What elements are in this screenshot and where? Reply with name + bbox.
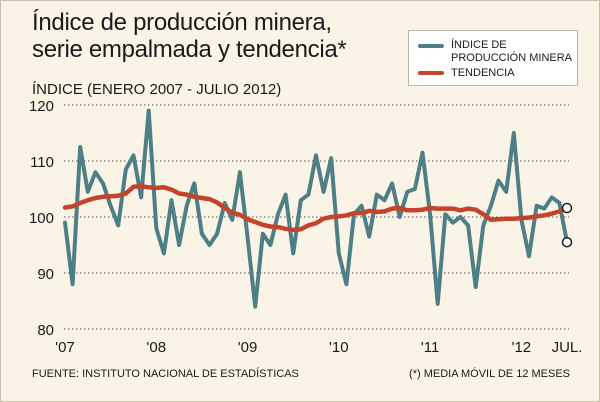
x-tick-label: '12 (512, 339, 532, 356)
x-tick-label: '10 (329, 339, 349, 356)
x-tick-label: '11 (421, 339, 439, 356)
series-trend-line (62, 183, 570, 233)
y-tick-label: 120 (29, 98, 54, 115)
index-end-marker (561, 236, 573, 248)
legend: ÍNDICE DE PRODUCCIÓN MINERA TENDENCIA (408, 30, 578, 86)
y-tick-label: 90 (37, 266, 54, 283)
legend-label-index-line2: PRODUCCIÓN MINERA (451, 52, 573, 64)
y-tick-label: 100 (29, 210, 54, 227)
footnote: (*) MEDIA MÓVIL DE 12 MESES (409, 368, 570, 380)
y-tick-label: 80 (37, 322, 54, 339)
source-note: FUENTE: INSTITUTO NACIONAL DE ESTADÍSTIC… (32, 368, 299, 380)
title-line-1: Índice de producción minera, (32, 9, 332, 36)
series-index-line (63, 108, 569, 309)
legend-label-trend: TENDENCIA (451, 67, 515, 79)
y-tick-label: 110 (30, 154, 54, 171)
x-tick-label: '07 (55, 339, 75, 356)
x-tick-label: '09 (238, 339, 258, 356)
title-line-2: serie empalmada y tendencia* (32, 36, 347, 63)
x-tick-label: JUL. (552, 339, 583, 356)
chart-subtitle: ÍNDICE (ENERO 2007 - JULIO 2012) (32, 81, 282, 98)
legend-swatch-index (418, 44, 444, 48)
legend-swatch-trend (418, 71, 444, 75)
trend-end-marker (561, 202, 573, 214)
x-tick-label: '08 (146, 339, 166, 356)
chart-title: Índice de producción minera, serie empal… (32, 9, 402, 63)
legend-label-index-line1: ÍNDICE DE (451, 39, 507, 51)
